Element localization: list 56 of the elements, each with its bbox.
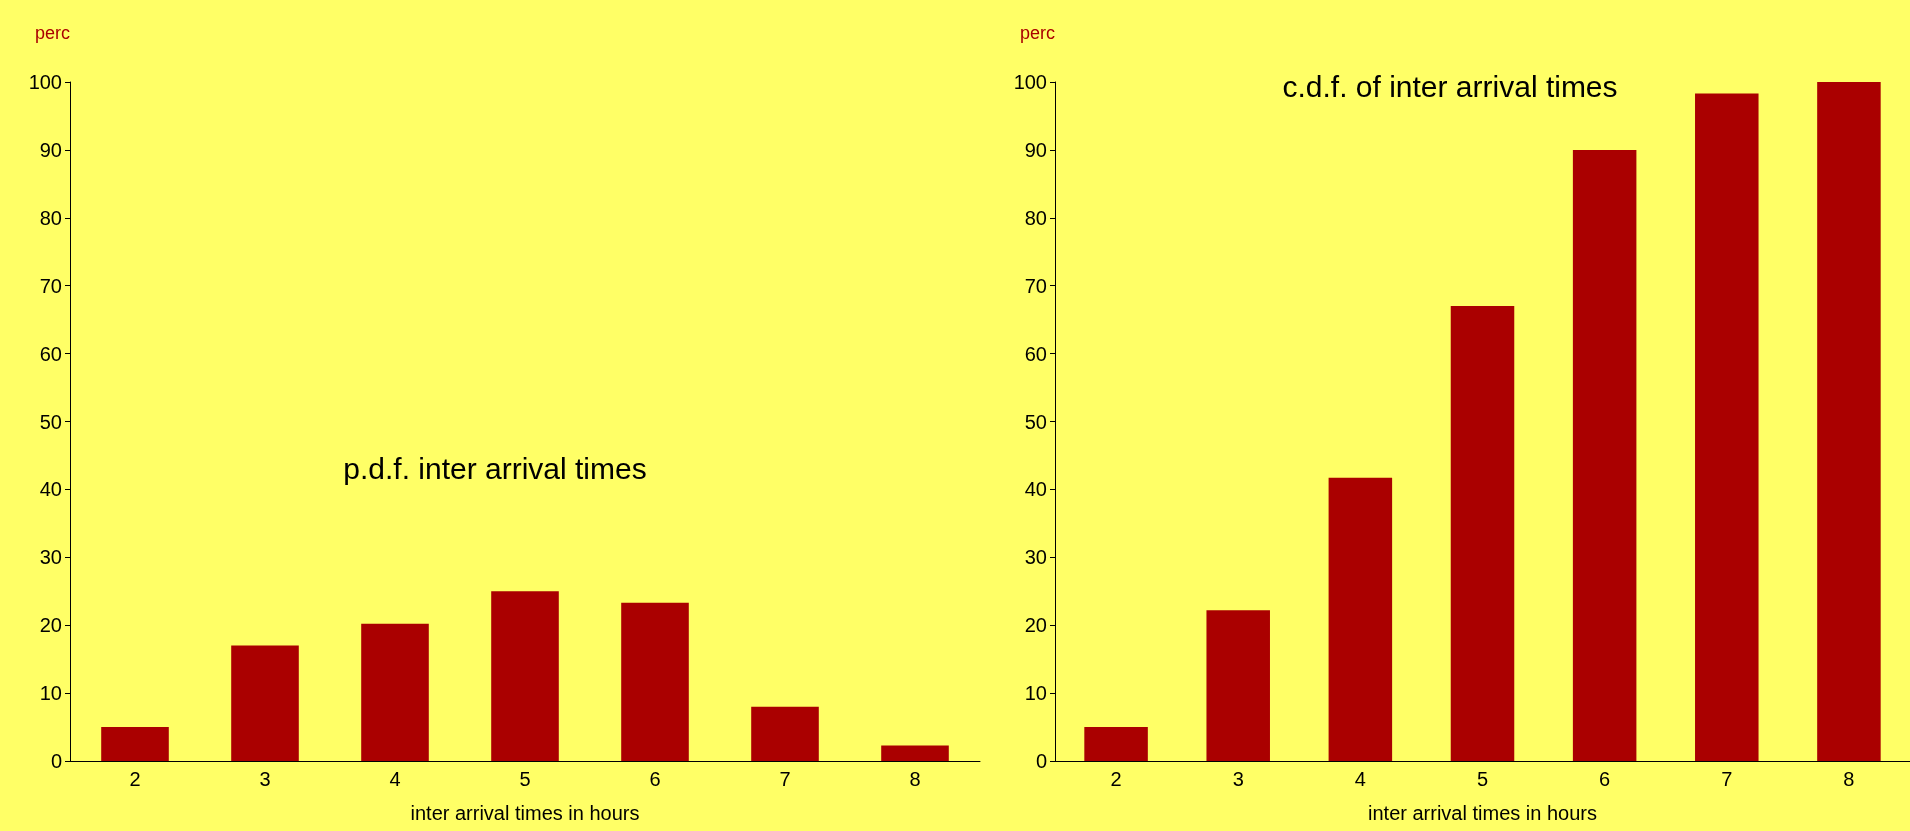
x-tick-label: 8 [1843, 768, 1855, 790]
x-tick-label: 5 [1476, 768, 1489, 790]
bar [101, 727, 169, 761]
x-tick-label: 6 [1599, 768, 1611, 790]
y-axis-title: perc [34, 23, 70, 43]
y-tick-label: 0 [50, 750, 62, 772]
y-tick-label: 70 [1024, 274, 1047, 297]
y-tick-label: 90 [39, 138, 62, 161]
x-axis-title: inter arrival times in hours [410, 802, 640, 824]
x-tick-label: 3 [1232, 768, 1244, 790]
y-tick-label: 70 [39, 274, 62, 297]
y-tick-label: 50 [1024, 410, 1047, 433]
y-tick-label: 50 [39, 410, 62, 433]
bar [621, 602, 689, 761]
y-tick-label: 100 [1013, 71, 1047, 93]
x-tick-label: 8 [909, 768, 921, 790]
x-tick-label: 7 [779, 768, 791, 790]
y-tick-label: 20 [39, 614, 62, 637]
y-tick-label: 90 [1024, 138, 1047, 161]
y-tick-label: 0 [1035, 750, 1047, 772]
x-tick-label: 4 [389, 768, 401, 790]
bar [1450, 306, 1515, 761]
x-tick-label: 4 [1354, 768, 1366, 790]
x-tick-label: 2 [1110, 768, 1122, 790]
bar [1572, 149, 1637, 761]
y-tick-label: 30 [39, 546, 62, 569]
y-tick-label: 40 [1024, 478, 1047, 501]
bar [751, 706, 819, 761]
y-axis-title: perc [1019, 23, 1055, 43]
x-tick-label: 3 [259, 768, 271, 790]
x-tick-label: 2 [129, 768, 141, 790]
x-tick-label: 5 [519, 768, 531, 790]
bar [1084, 727, 1148, 761]
bar [881, 745, 949, 761]
y-tick-label: 10 [1024, 682, 1047, 705]
y-tick-label: 30 [1024, 546, 1047, 569]
x-tick-label: 7 [1721, 768, 1733, 790]
y-tick-label: 40 [39, 478, 62, 501]
y-tick-label: 100 [28, 71, 62, 93]
x-axis-title: inter arrival times in hours [1368, 802, 1597, 824]
bar [1328, 477, 1393, 761]
bar [491, 591, 559, 761]
bar [1206, 610, 1270, 761]
y-tick-label: 80 [39, 206, 62, 229]
bar [1695, 93, 1759, 761]
y-tick-label: 10 [39, 682, 62, 705]
x-tick-label: 6 [649, 768, 661, 790]
y-tick-label: 60 [39, 342, 62, 365]
y-tick-label: 80 [1024, 206, 1047, 229]
bar [231, 645, 299, 761]
bar [361, 623, 429, 761]
y-tick-label: 20 [1024, 614, 1047, 637]
text: p.d.f. inter arrival times [343, 452, 647, 486]
chart-title: c.d.f. of inter arrival times [1282, 69, 1618, 103]
y-tick-label: 60 [1024, 342, 1047, 365]
bar [1817, 82, 1881, 761]
